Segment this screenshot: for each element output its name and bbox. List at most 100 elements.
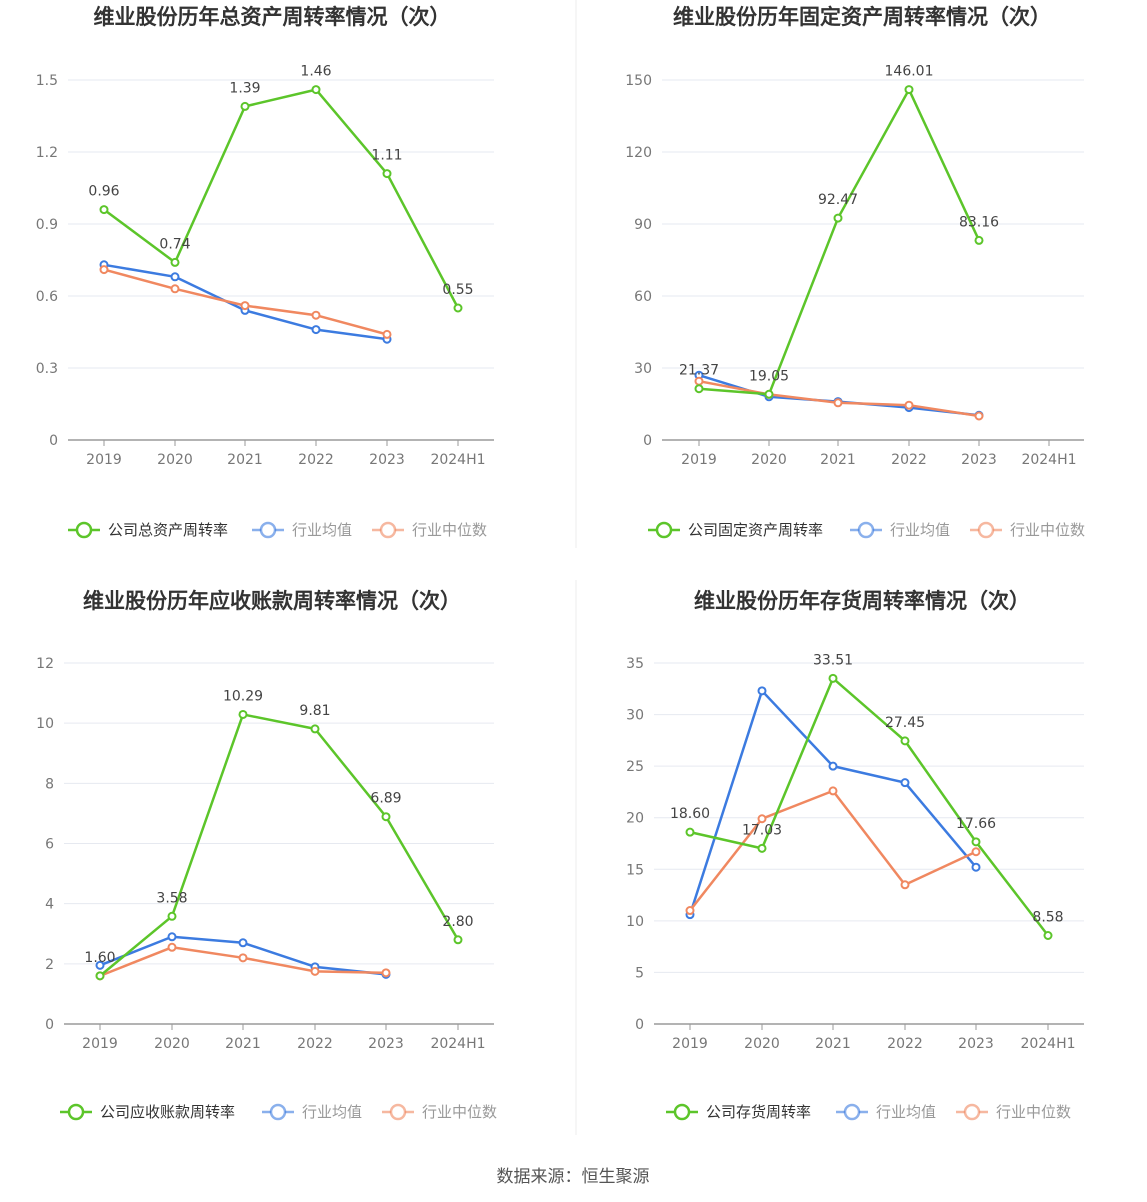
data-label: 19.05 — [749, 368, 789, 384]
data-label: 17.66 — [956, 816, 996, 832]
legend-marker-icon — [655, 521, 673, 539]
chart-2: 维业股份历年固定资产周转率情况（次） 0 30 60 90 120 150 2019 2020 2… — [625, 5, 1085, 539]
x-tick-label: 2024H1 — [430, 1036, 485, 1052]
y-tick-label: 60 — [634, 289, 652, 305]
y-tick-label: 0.6 — [36, 289, 58, 305]
legend-item-industry_avg[interactable]: 行业均值 — [836, 1103, 936, 1121]
x-tick-label: 2019 — [82, 1036, 118, 1052]
y-tick-label: 150 — [625, 73, 652, 89]
legend-item-industry_avg[interactable]: 行业均值 — [262, 1103, 362, 1121]
legend-item-industry_median[interactable]: 行业中位数 — [970, 521, 1085, 539]
chart-title: 维业股份历年应收账款周转率情况（次） — [83, 589, 461, 613]
legend-label: 行业均值 — [292, 521, 352, 539]
legend-item-industry_median[interactable]: 行业中位数 — [382, 1103, 497, 1121]
data-label: 17.03 — [742, 822, 782, 838]
x-tick-label: 2020 — [157, 452, 193, 468]
x-tick-label: 2021 — [820, 452, 856, 468]
data-point-company — [95, 971, 105, 981]
data-point-company — [974, 235, 984, 245]
y-tick-label: 4 — [45, 897, 54, 913]
x-tick-label: 2019 — [86, 452, 122, 468]
x-tick-label: 2024H1 — [430, 452, 485, 468]
chart-title: 维业股份历年固定资产周转率情况（次） — [673, 5, 1051, 29]
legend-label: 行业中位数 — [996, 1103, 1071, 1121]
data-point-company — [757, 843, 767, 853]
y-tick-label: 2 — [45, 957, 54, 973]
series-line-company — [698, 88, 981, 396]
legend-marker-icon — [379, 521, 397, 539]
legend-marker-icon — [673, 1103, 691, 1121]
x-tick-label: 2022 — [891, 452, 927, 468]
x-tick-label: 2024H1 — [1020, 1036, 1075, 1052]
data-point-industry_median — [971, 847, 981, 857]
y-tick-label: 10 — [626, 914, 644, 930]
data-point-industry_median — [238, 953, 248, 963]
data-label: 3.58 — [156, 890, 187, 906]
y-tick-label: 0 — [49, 433, 58, 449]
x-tick-label: 2023 — [369, 452, 405, 468]
data-point-company — [453, 303, 463, 313]
data-point-industry_median — [310, 966, 320, 976]
data-point-industry_avg — [167, 932, 177, 942]
legend-marker-icon — [963, 1103, 981, 1121]
data-label: 1.39 — [229, 80, 260, 96]
legend-label: 行业中位数 — [1010, 521, 1085, 539]
source-note: 数据来源：恒生聚源 — [497, 1167, 650, 1187]
data-point-company — [381, 812, 391, 822]
legend-item-company[interactable]: 公司总资产周转率 — [68, 521, 228, 539]
data-point-company — [453, 935, 463, 945]
y-tick-label: 5 — [635, 965, 644, 981]
x-tick-label: 2021 — [227, 452, 263, 468]
legend-item-industry_median[interactable]: 行业中位数 — [372, 521, 487, 539]
legend-item-industry_avg[interactable]: 行业均值 — [252, 521, 352, 539]
data-point-industry_avg — [900, 778, 910, 788]
data-label: 1.46 — [300, 64, 331, 80]
legend-item-company[interactable]: 公司应收账款周转率 — [60, 1103, 235, 1121]
data-point-company — [833, 213, 843, 223]
y-tick-label: 0 — [643, 433, 652, 449]
data-point-company — [238, 709, 248, 719]
data-label: 1.60 — [84, 950, 115, 966]
data-point-company — [971, 837, 981, 847]
legend-item-industry_median[interactable]: 行业中位数 — [956, 1103, 1071, 1121]
data-point-industry_median — [900, 880, 910, 890]
legend-label: 行业均值 — [890, 521, 950, 539]
y-tick-label: 8 — [45, 776, 54, 792]
legend-item-industry_avg[interactable]: 行业均值 — [850, 521, 950, 539]
data-label: 21.37 — [679, 363, 719, 379]
chart-1: 维业股份历年总资产周转率情况（次） 0 0.3 0.6 0.9 1.2 1.5 2019 202… — [36, 5, 494, 539]
series-line-industry_avg — [688, 689, 977, 916]
chart-3: 维业股份历年应收账款周转率情况（次） 0 2 4 6 8 10 12 2019 2020 2021 2… — [36, 589, 497, 1121]
data-point-company — [900, 736, 910, 746]
legend-marker-icon — [259, 521, 277, 539]
data-point-industry_median — [99, 265, 109, 275]
data-point-company — [904, 85, 914, 95]
data-label: 0.96 — [88, 184, 119, 200]
x-tick-label: 2022 — [887, 1036, 923, 1052]
y-tick-label: 12 — [36, 656, 54, 672]
y-tick-label: 0.3 — [36, 361, 58, 377]
data-point-industry_median — [904, 400, 914, 410]
legend-item-company[interactable]: 公司固定资产周转率 — [648, 521, 823, 539]
legend-item-company[interactable]: 公司存货周转率 — [666, 1103, 811, 1121]
legend-label: 行业均值 — [876, 1103, 936, 1121]
data-point-industry_median — [757, 814, 767, 824]
data-point-industry_avg — [757, 686, 767, 696]
x-tick-label: 2023 — [368, 1036, 404, 1052]
data-point-company — [764, 389, 774, 399]
legend-marker-icon — [75, 521, 93, 539]
chart-title: 维业股份历年存货周转率情况（次） — [694, 589, 1030, 613]
data-point-industry_median — [167, 942, 177, 952]
data-point-company — [167, 911, 177, 921]
data-point-company — [1043, 931, 1053, 941]
data-point-industry_median — [685, 906, 695, 916]
data-point-industry_median — [694, 376, 704, 386]
legend-label: 公司固定资产周转率 — [688, 521, 823, 539]
series-line-company — [103, 88, 460, 309]
data-point-company — [99, 205, 109, 215]
y-tick-label: 1.5 — [36, 73, 58, 89]
legend-label: 行业中位数 — [422, 1103, 497, 1121]
y-tick-label: 1.2 — [36, 145, 58, 161]
